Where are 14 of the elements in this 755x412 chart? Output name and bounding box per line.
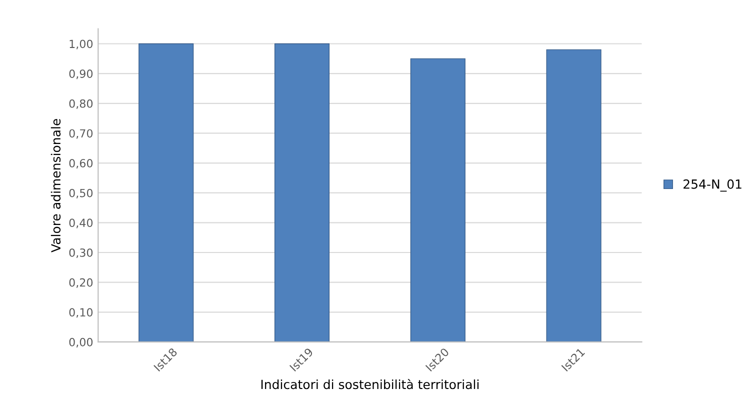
y-tick-label: 0,90: [69, 70, 93, 80]
y-tick-label: 0,00: [69, 338, 93, 348]
x-axis-title: Indicatori di sostenibilità territoriali: [261, 378, 479, 390]
y-tick-label: 0,70: [69, 129, 93, 139]
y-tick-label: 0,10: [69, 308, 93, 318]
y-tick-label: 0,40: [69, 218, 93, 228]
legend-label: 254-N_01: [684, 179, 742, 192]
y-axis-title: Valore adimensionale: [50, 119, 61, 252]
y-tick-label: 0,80: [69, 99, 93, 109]
y-tick-label: 1,00: [70, 40, 93, 50]
y-tick-label: 0,30: [69, 248, 93, 258]
y-tick-label: 0,60: [69, 159, 93, 169]
y-tick-label: 0,50: [69, 188, 93, 198]
y-tick-label: 0,20: [69, 278, 93, 288]
